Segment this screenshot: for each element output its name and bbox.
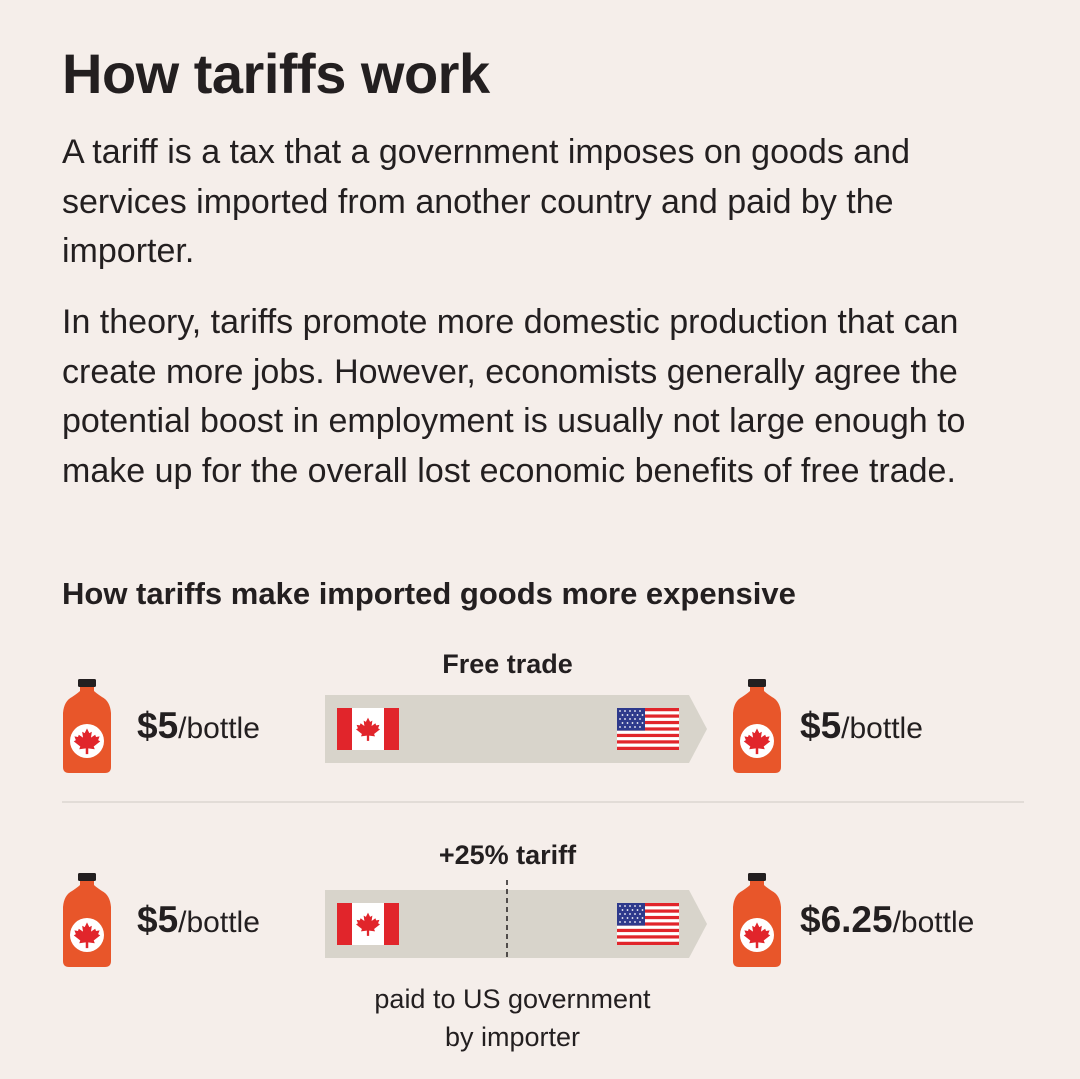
trade-arrow bbox=[325, 880, 707, 960]
intro-paragraph: A tariff is a tax that a government impo… bbox=[62, 133, 910, 270]
origin-price-unit: /bottle bbox=[178, 906, 260, 939]
us-flag-icon bbox=[617, 708, 679, 750]
us-flag-icon bbox=[617, 903, 679, 945]
origin-price: $5/bottle bbox=[137, 898, 260, 945]
maple-syrup-bottle-icon bbox=[732, 679, 782, 774]
canada-flag-icon bbox=[337, 708, 399, 750]
origin-price: $5/bottle bbox=[137, 704, 260, 751]
tariff-note-line-2: by importer bbox=[444, 1022, 581, 1052]
destination-price: $6.25/bottle bbox=[800, 898, 974, 945]
maple-syrup-bottle-icon bbox=[732, 873, 782, 968]
tariff-label: +25% tariff bbox=[438, 840, 577, 870]
destination-price-amount: $5 bbox=[800, 705, 842, 746]
row-divider bbox=[62, 801, 1024, 803]
free-trade-label: Free trade bbox=[442, 649, 573, 679]
tariff-note-line-1: paid to US government bbox=[374, 984, 651, 1014]
origin-price-amount: $5 bbox=[137, 705, 179, 746]
trade-arrow bbox=[325, 695, 707, 763]
maple-syrup-bottle-icon bbox=[62, 679, 112, 774]
destination-price-unit: /bottle bbox=[841, 712, 923, 745]
canada-flag-icon bbox=[337, 903, 399, 945]
destination-price: $5/bottle bbox=[800, 704, 923, 751]
theory-paragraph: In theory, tariffs promote more domestic… bbox=[62, 303, 966, 490]
page-title: How tariffs work bbox=[62, 42, 490, 105]
destination-price-amount: $6.25 bbox=[800, 899, 893, 940]
origin-price-amount: $5 bbox=[137, 899, 179, 940]
section-heading: How tariffs make imported goods more exp… bbox=[62, 576, 796, 611]
origin-price-unit: /bottle bbox=[178, 712, 260, 745]
destination-price-unit: /bottle bbox=[892, 906, 975, 939]
maple-syrup-bottle-icon bbox=[62, 873, 112, 968]
tariff-note: paid to US government by importer bbox=[325, 980, 700, 1056]
